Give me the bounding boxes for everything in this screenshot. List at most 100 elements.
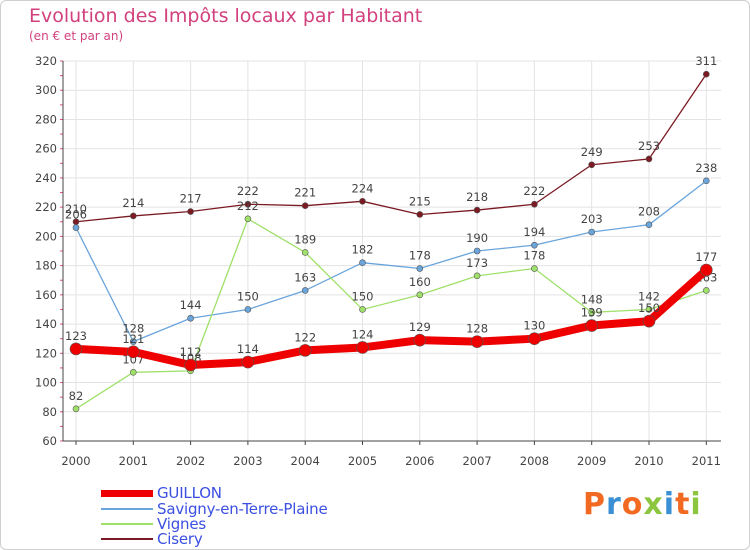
data-point-guillon-2006 [413,333,427,347]
data-point-guillon-2003 [241,355,255,369]
data-label-savigny-en-terre-plaine-2004: 163 [294,270,316,284]
data-label-cisery-2005: 224 [352,181,374,195]
data-point-savigny-en-terre-plaine-2006 [416,265,424,272]
data-label-vignes-2004: 189 [294,232,316,246]
legend-label-vignes: Vignes [157,515,206,533]
data-label-cisery-2003: 222 [237,184,259,198]
data-label-savigny-en-terre-plaine-2005: 182 [352,243,374,257]
data-point-vignes-2007 [473,272,481,280]
data-label-guillon-2001: 121 [122,332,144,346]
data-label-savigny-en-terre-plaine-2011: 238 [695,161,717,175]
data-point-guillon-2010 [642,314,656,328]
data-point-vignes-2011 [702,287,710,294]
data-label-guillon-2008: 130 [523,319,545,333]
proxiti-logo: Proxiti [583,487,702,522]
y-tick-label-320: 320 [35,54,57,68]
data-point-cisery-2004 [301,202,309,209]
legend-swatch-savigny [101,508,153,510]
data-label-guillon-2004: 122 [294,330,316,344]
series-line-vignes [75,218,707,410]
data-point-savigny-en-terre-plaine-2000 [72,224,80,231]
data-point-cisery-2010 [645,155,653,163]
data-point-guillon-2007 [470,335,484,348]
data-point-cisery-2003 [244,200,252,208]
y-tick-label-180: 180 [35,259,57,273]
chart-title: Evolution des Impôts locaux par Habitant [29,5,423,27]
data-point-savigny-en-terre-plaine-2004 [301,287,309,294]
data-point-vignes-2010 [645,306,653,313]
data-label-cisery-2008: 222 [523,184,545,198]
data-label-savigny-en-terre-plaine-2002: 144 [180,298,202,312]
data-point-cisery-2001 [130,212,137,220]
x-tick-label-2003: 2003 [233,454,262,468]
x-tick-label-2005: 2005 [348,454,377,468]
legend-item-guillon: GUILLON [101,484,222,502]
data-label-guillon-2003: 114 [237,342,259,356]
data-label-savigny-en-terre-plaine-2000: 206 [65,208,87,222]
data-label-vignes-2005: 150 [352,289,374,303]
data-label-guillon-2002: 112 [180,345,202,359]
legend-item-savigny: Savigny-en-Terre-Plaine [101,500,328,518]
x-tick-label-2010: 2010 [634,454,663,468]
data-label-cisery-2002: 217 [180,192,202,206]
legend-label-savigny: Savigny-en-Terre-Plaine [157,500,328,518]
y-tick-label-200: 200 [35,229,57,243]
y-tick-label-160: 160 [35,288,57,302]
legend-label-cisery: Cisery [157,530,203,548]
data-point-guillon-2000 [69,342,83,356]
x-tick-label-2002: 2002 [176,454,205,468]
data-point-savigny-en-terre-plaine-2002 [187,314,194,322]
data-point-savigny-en-terre-plaine-2005 [359,259,366,266]
x-tick-label-2008: 2008 [520,454,549,468]
data-label-savigny-en-terre-plaine-2010: 208 [638,205,660,219]
x-tick-label-2011: 2011 [692,454,721,468]
data-point-cisery-2002 [187,208,194,215]
data-label-cisery-2001: 214 [122,196,144,210]
data-point-guillon-2008 [528,332,541,345]
y-tick-label-140: 140 [35,317,57,331]
data-label-guillon-2011: 177 [695,250,717,264]
y-tick-label-100: 100 [35,376,57,390]
data-label-guillon-2010: 150 [638,301,660,315]
data-point-savigny-en-terre-plaine-2008 [531,241,538,249]
data-label-guillon-2005: 124 [352,327,374,341]
data-point-cisery-2008 [531,200,538,208]
data-point-vignes-2008 [531,265,538,272]
x-tick-label-2009: 2009 [577,454,606,468]
data-label-savigny-en-terre-plaine-2001: 128 [122,322,144,336]
data-point-savigny-en-terre-plaine-2007 [473,247,481,255]
legend-swatch-guillon [101,489,153,497]
data-label-guillon-2000: 123 [65,329,87,343]
data-point-vignes-2003 [244,215,252,223]
data-point-cisery-2009 [588,161,596,169]
data-point-guillon-2011 [699,263,713,277]
data-label-vignes-2008: 178 [523,249,545,263]
y-tick-label-300: 300 [35,83,57,97]
series-line-guillon [72,266,711,369]
data-label-vignes-2007: 173 [466,256,488,270]
x-tick-label-2000: 2000 [61,454,90,468]
data-point-vignes-2006 [416,291,424,299]
data-label-vignes-2000: 82 [69,389,84,403]
y-tick-label-80: 80 [42,405,57,419]
data-point-vignes-2009 [588,309,596,316]
y-tick-label-240: 240 [35,171,57,185]
data-point-guillon-2009 [585,319,599,332]
data-point-savigny-en-terre-plaine-2011 [702,177,710,185]
data-label-savigny-en-terre-plaine-2006: 178 [409,249,431,263]
data-point-savigny-en-terre-plaine-2010 [645,221,653,228]
chart-subtitle: (en € et par an) [29,29,124,43]
data-point-guillon-2004 [298,344,312,357]
data-label-vignes-2009: 148 [581,292,603,306]
legend-item-vignes: Vignes [101,515,206,533]
series-line-cisery [75,73,707,223]
data-label-cisery-2006: 215 [409,194,431,208]
y-tick-label-60: 60 [42,434,57,448]
legend-swatch-vignes [101,523,153,525]
data-point-cisery-2011 [702,70,710,78]
series-line-savigny-en-terre-plaine [75,180,707,343]
data-point-savigny-en-terre-plaine-2009 [588,228,596,236]
legend-swatch-cisery [101,538,153,540]
